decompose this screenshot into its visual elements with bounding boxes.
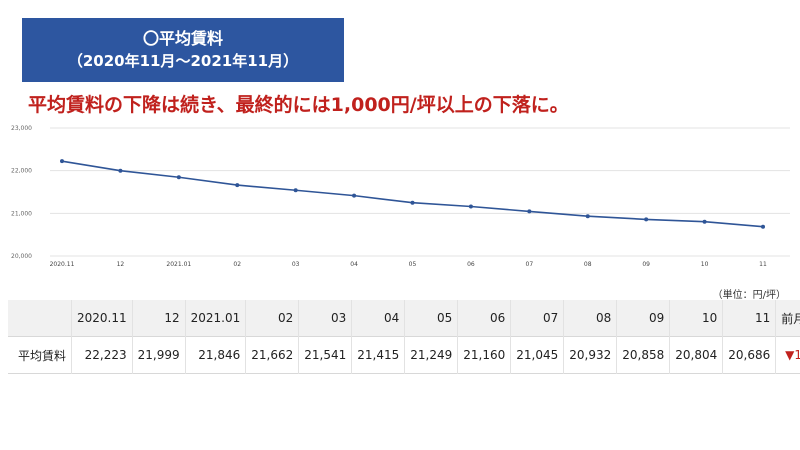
table-header-cell: 10 [669,300,723,337]
line-chart: 20,000 21,000 22,000 23,000 2020.11 12 2021.01… [11,125,790,268]
y-tick-label: 21,000 [11,210,32,217]
x-tick-label: 03 [292,261,300,268]
data-point [118,168,123,173]
title-period: （2020年11月～2021年11月） [67,52,299,70]
data-point [410,200,415,205]
x-tick-label: 04 [350,261,358,268]
data-point [60,159,64,164]
table-header-cell: 前月比 [775,300,800,337]
table-cell: 21,662 [245,336,299,374]
x-tick-label: 05 [409,261,417,268]
table-header-cell: 11 [722,300,776,337]
x-tick-label: 06 [467,261,475,268]
table-cell: 21,415 [351,336,405,374]
x-tick-label: 08 [584,261,592,268]
x-tick-label: 02 [233,261,241,268]
table-cell: 20,932 [563,336,617,374]
x-tick-label: 12 [117,261,125,268]
unit-note: （単位：円/坪） [712,290,786,301]
change-value: 118 [794,348,800,362]
table-header-cell: 07 [510,300,564,337]
table-cell: 21,045 [510,336,564,374]
data-point [527,209,532,214]
row-label: 平均賃料 [18,348,67,363]
data-point [176,175,181,180]
y-tick-label: 23,000 [11,125,32,132]
x-tick-label: 10 [701,261,709,268]
table-row: 平均賃料 22,223 21,999 21,846 21,662 21,541 21,41… [8,336,800,374]
down-arrow-icon: ▼ [785,348,795,362]
data-point [702,219,707,224]
table-header-cell: 06 [457,300,511,337]
table-header-cell: 2020.11 [71,300,133,337]
table-cell: 22,223 [71,336,133,374]
header-blank [8,300,72,337]
table-cell: 21,846 [184,336,246,374]
data-point [235,183,240,188]
change-cell: ▼118 [775,336,800,374]
table-header-cell: 12 [131,300,186,337]
data-point [761,224,765,229]
table-header-cell: 09 [616,300,670,337]
data-point [293,188,298,193]
y-tick-label: 22,000 [11,168,32,175]
data-table: 2020.11122021.0102030405060708091011前月比 … [8,300,800,374]
y-tick-label: 20,000 [11,253,32,260]
x-tick-label: 2021.01 [166,261,191,268]
table-cell: 21,249 [404,336,458,374]
x-tick-label: 09 [642,261,650,268]
data-point [585,214,590,219]
table-header-cell: 03 [298,300,352,337]
table-cell: 21,999 [131,336,186,374]
table-header-cell: 04 [351,300,405,337]
title-box: 〇平均賃料 （2020年11月～2021年11月） [22,18,344,82]
table-cell: 21,541 [298,336,352,374]
headline: 平均賃料の下降は続き、最終的には1,000円/坪以上の下落に。 [28,94,569,116]
table-cell: 21,160 [457,336,511,374]
table-cell: 20,804 [669,336,723,374]
x-tick-label: 11 [759,261,767,268]
data-point [644,217,649,222]
table-header-cell: 2021.01 [184,300,246,337]
table-cell: 20,686 [722,336,776,374]
table-header-cell: 05 [404,300,458,337]
x-tick-label: 07 [526,261,534,268]
data-point [468,204,473,209]
title-main: 〇平均賃料 [142,29,223,48]
x-tick-label: 2020.11 [50,261,75,268]
table-header-cell: 08 [563,300,617,337]
table-cell: 20,858 [616,336,670,374]
data-point [352,193,357,198]
table-header-cell: 02 [245,300,299,337]
